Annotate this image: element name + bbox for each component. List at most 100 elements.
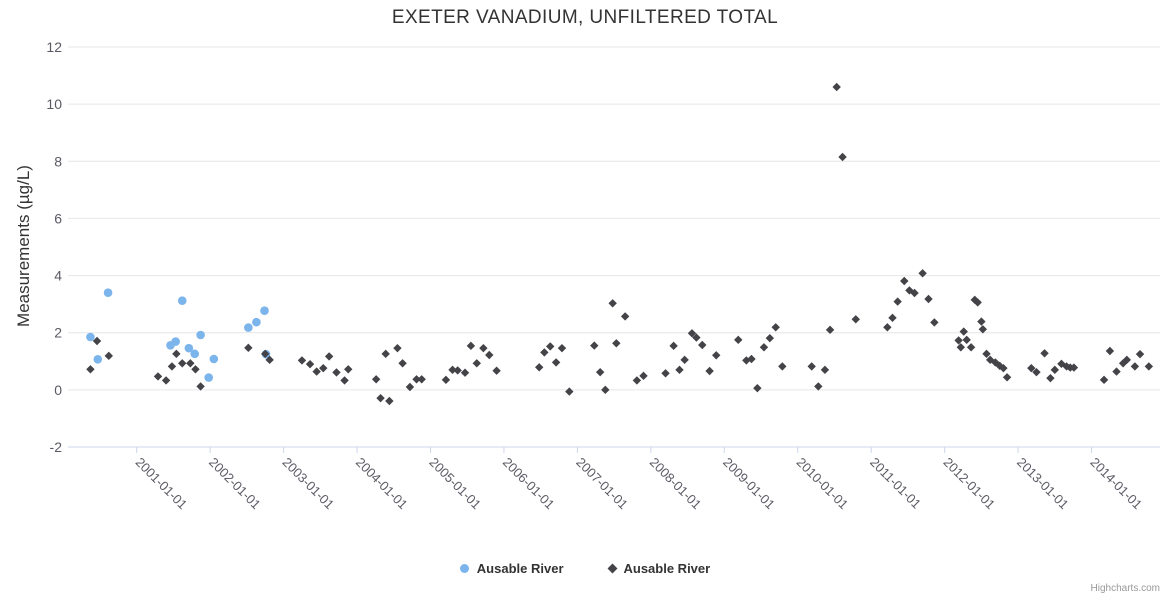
data-point[interactable] [930, 318, 939, 327]
data-point[interactable] [705, 366, 714, 376]
data-point[interactable] [995, 361, 1004, 371]
data-point[interactable] [778, 362, 787, 371]
data-point[interactable] [92, 336, 102, 346]
data-point[interactable] [1069, 363, 1079, 372]
data-point[interactable] [838, 152, 847, 162]
data-point[interactable] [244, 323, 253, 332]
data-point[interactable] [924, 294, 933, 304]
data-point[interactable] [485, 350, 494, 360]
data-point[interactable] [260, 306, 269, 316]
data-point[interactable] [888, 313, 897, 323]
data-point[interactable] [814, 382, 823, 391]
data-point[interactable] [851, 315, 860, 324]
data-point[interactable] [608, 299, 617, 308]
data-point[interactable] [305, 359, 315, 369]
data-point[interactable] [954, 336, 963, 345]
data-point[interactable] [340, 376, 349, 385]
data-point[interactable] [595, 367, 605, 377]
data-point[interactable] [900, 276, 909, 286]
data-point[interactable] [312, 367, 321, 376]
data-point[interactable] [883, 323, 892, 332]
data-point[interactable] [1032, 367, 1041, 377]
data-point[interactable] [86, 365, 95, 374]
data-point[interactable] [381, 349, 390, 359]
data-point[interactable] [1027, 363, 1036, 373]
data-point[interactable] [153, 372, 163, 381]
data-point[interactable] [962, 335, 971, 345]
data-point[interactable] [405, 382, 415, 392]
data-point[interactable] [1040, 349, 1049, 358]
data-point[interactable] [893, 297, 902, 306]
data-point[interactable] [261, 349, 270, 359]
data-point[interactable] [1046, 373, 1055, 383]
data-point[interactable] [712, 351, 721, 360]
data-point[interactable] [460, 368, 470, 377]
data-point[interactable] [171, 337, 180, 346]
data-point[interactable] [692, 333, 701, 342]
data-point[interactable] [977, 317, 986, 326]
data-point[interactable] [204, 373, 213, 382]
data-point[interactable] [93, 354, 103, 364]
data-point[interactable] [1112, 367, 1121, 376]
data-point[interactable] [747, 354, 756, 364]
data-point[interactable] [807, 362, 816, 371]
data-point[interactable] [167, 362, 177, 371]
data-point[interactable] [632, 376, 642, 385]
data-point[interactable] [1144, 362, 1154, 371]
data-point[interactable] [393, 343, 402, 353]
data-point[interactable] [1050, 365, 1060, 375]
data-point[interactable] [191, 365, 200, 374]
data-point[interactable] [753, 383, 762, 393]
data-point[interactable] [675, 365, 684, 375]
data-point[interactable] [661, 369, 670, 378]
data-point[interactable] [601, 385, 610, 395]
data-point[interactable] [698, 340, 707, 350]
data-point[interactable] [734, 335, 743, 345]
data-point[interactable] [612, 339, 621, 348]
data-point[interactable] [453, 366, 462, 375]
data-point[interactable] [535, 363, 544, 372]
data-point[interactable] [771, 323, 780, 332]
data-point[interactable] [687, 329, 697, 338]
data-point[interactable] [620, 312, 630, 321]
legend-item-ausable-river-circle[interactable]: Ausable River [459, 561, 564, 576]
data-point[interactable] [1099, 375, 1109, 385]
data-point[interactable] [448, 365, 457, 375]
data-point[interactable] [412, 375, 421, 384]
data-point[interactable] [765, 333, 775, 343]
data-point[interactable] [492, 366, 501, 375]
data-point[interactable] [978, 325, 988, 334]
data-point[interactable] [959, 327, 968, 336]
data-point[interactable] [991, 358, 1000, 367]
data-point[interactable] [385, 396, 394, 406]
data-point[interactable] [832, 82, 841, 92]
data-point[interactable] [324, 352, 334, 361]
data-point[interactable] [1105, 346, 1115, 356]
data-point[interactable] [1135, 349, 1145, 359]
data-point[interactable] [973, 298, 982, 307]
data-point[interactable] [417, 375, 426, 384]
data-point[interactable] [982, 349, 991, 359]
data-point[interactable] [557, 343, 567, 353]
data-point[interactable] [910, 288, 919, 298]
data-point[interactable] [669, 341, 678, 351]
highcharts-credits[interactable]: Highcharts.com [1090, 583, 1160, 594]
data-point[interactable] [565, 387, 574, 396]
data-point[interactable] [590, 341, 599, 350]
legend-item-ausable-river-diamond[interactable]: Ausable River [607, 561, 710, 576]
data-point[interactable] [172, 349, 181, 359]
data-point[interactable] [103, 288, 113, 298]
data-point[interactable] [759, 343, 769, 352]
data-point[interactable] [344, 365, 353, 374]
data-point[interactable] [479, 343, 488, 353]
data-point[interactable] [244, 343, 253, 353]
data-point[interactable] [546, 342, 555, 351]
data-point[interactable] [319, 363, 328, 373]
data-point[interactable] [956, 343, 966, 352]
data-point[interactable] [371, 375, 381, 384]
data-point[interactable] [551, 358, 561, 367]
data-point[interactable] [297, 356, 307, 365]
data-point[interactable] [196, 382, 205, 391]
data-point[interactable] [376, 393, 385, 403]
data-point[interactable] [398, 359, 407, 368]
